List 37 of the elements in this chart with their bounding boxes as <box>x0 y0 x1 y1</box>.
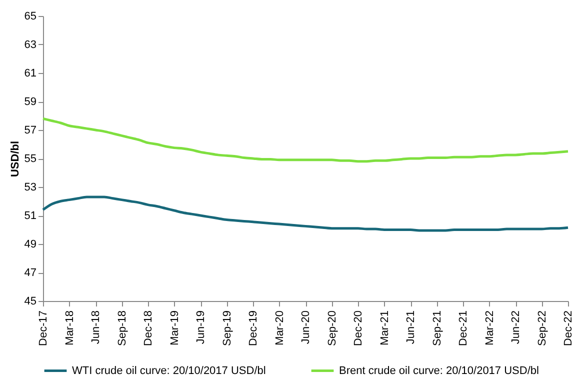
legend-label: Brent crude oil curve: 20/10/2017 USD/bl <box>339 364 539 377</box>
y-tick-label: 61 <box>24 68 36 80</box>
x-tick-label: Sep-19 <box>221 310 234 346</box>
x-tick-label: Sep-20 <box>326 310 338 346</box>
y-tick-label: 65 <box>24 10 36 22</box>
line-series <box>42 196 570 232</box>
x-tick-label: Mar-20 <box>274 310 286 346</box>
x-tick-label: Sep-21 <box>431 310 444 346</box>
y-tick-label: 59 <box>24 96 36 108</box>
y-tick-label: 47 <box>24 267 36 279</box>
x-tick-label: Dec-17 <box>38 310 50 346</box>
x-tick-label: Mar-21 <box>378 310 391 346</box>
x-tick-label: Dec-20 <box>352 310 364 346</box>
x-tick-label: Jun-19 <box>195 310 207 344</box>
x-tick-label: Sep-18 <box>116 310 128 346</box>
x-tick-label: Mar-22 <box>484 310 496 346</box>
x-tick-label: Dec-19 <box>248 310 260 346</box>
y-tick-label: 49 <box>24 238 36 250</box>
y-tick-label: 53 <box>24 182 36 194</box>
x-tick-label: Dec-22 <box>562 310 574 346</box>
y-tick-label: 45 <box>24 296 36 308</box>
y-tick-label: 51 <box>24 210 36 222</box>
x-tick-label: Mar-18 <box>64 310 76 346</box>
x-tick-label: Mar-19 <box>168 310 181 346</box>
x-tick-label: Jun-22 <box>510 310 522 344</box>
y-tick-label: 63 <box>24 39 36 51</box>
x-tick-label: Jun-20 <box>300 310 312 344</box>
y-axis-title: USD/bl <box>9 140 22 178</box>
x-tick-label: Jun-21 <box>405 310 417 344</box>
legend-label: WTI crude oil curve: 20/10/2017 USD/bl <box>72 364 266 377</box>
y-tick-label: 55 <box>24 153 36 165</box>
line-series <box>42 117 570 163</box>
y-tick-label: 57 <box>24 124 36 136</box>
x-tick-label: Dec-18 <box>142 310 154 346</box>
x-tick-label: Sep-22 <box>536 310 548 346</box>
x-tick-label: Jun-18 <box>90 310 102 344</box>
x-tick-label: Dec-21 <box>458 310 470 346</box>
